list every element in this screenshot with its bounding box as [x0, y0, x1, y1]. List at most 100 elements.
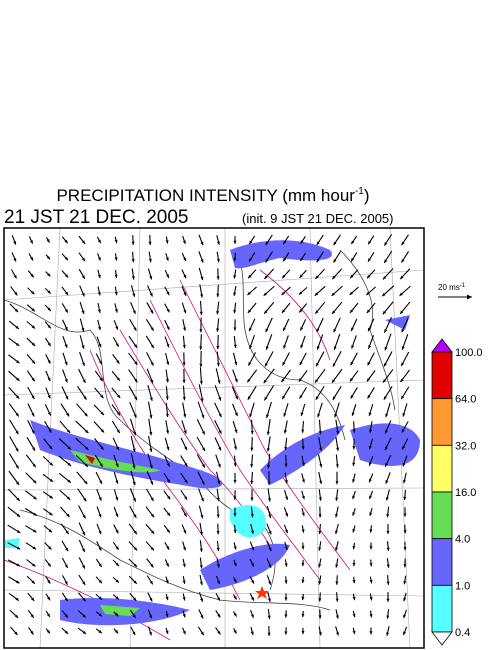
wind-arrow-head — [31, 430, 35, 434]
wind-arrow-head — [183, 513, 187, 517]
wind-arrow-head — [31, 360, 36, 364]
wind-arrow-head — [100, 411, 104, 416]
wind-arrow-head — [352, 512, 356, 516]
wind-arrow-head — [47, 377, 51, 382]
wind-arrow-head — [183, 257, 186, 262]
wind-arrow-head — [149, 448, 153, 452]
wind-arrow-head — [148, 258, 152, 263]
wind-arrow-head — [150, 563, 154, 568]
wind-arrow-head — [216, 580, 220, 585]
wind-arrow-head — [183, 327, 187, 331]
wind-arrow-head — [235, 395, 238, 400]
wind-arrow-head — [403, 564, 407, 568]
wind-arrow-head — [149, 415, 153, 419]
wind-arrow-head — [282, 361, 286, 366]
wind-arrow-head — [99, 377, 103, 382]
wind-arrow-head — [116, 429, 120, 434]
lat-line — [3, 487, 425, 491]
wind-arrow-head — [366, 291, 370, 296]
wind-arrow-head — [216, 345, 220, 350]
wind-arrow-head — [264, 310, 268, 314]
wind-arrow-head — [284, 597, 288, 601]
wind-arrow-head — [352, 446, 356, 450]
wind-arrow-head — [300, 257, 304, 262]
wind-arrow-head — [402, 445, 406, 450]
title-text: PRECIPITATION INTENSITY (mm hour — [56, 186, 355, 205]
wind-arrow-head — [217, 463, 221, 468]
wind-arrow-head — [234, 429, 238, 433]
precip-area — [100, 605, 140, 616]
wind-arrow-head — [49, 462, 53, 466]
wind-arrow-head — [319, 480, 323, 485]
wind-arrow-head — [148, 241, 152, 245]
wind-arrow-head — [98, 547, 102, 551]
wind-arrow-head — [15, 430, 19, 435]
wind-arrow-head — [335, 615, 339, 619]
wind-arrow-head — [166, 463, 170, 467]
precip-area — [200, 543, 290, 590]
location-star — [255, 586, 269, 599]
wind-arrow-head — [301, 596, 305, 601]
wind-arrow-head — [46, 630, 50, 634]
wind-arrow-head — [166, 274, 169, 278]
wind-arrow-head — [132, 631, 136, 636]
wind-arrow-head — [166, 529, 170, 533]
wind-arrow-head — [234, 378, 238, 383]
wind-arrow-head — [315, 310, 319, 314]
wind-arrow-head — [401, 259, 405, 263]
wind-arrow-head — [285, 496, 289, 500]
wind-arrow-head — [47, 342, 51, 347]
wind-arrow-head — [386, 564, 390, 568]
wind-arrow-head — [66, 429, 71, 434]
wind-arrow-head — [81, 548, 85, 553]
wind-arrow-head — [316, 258, 320, 263]
wind-arrow-head — [335, 481, 339, 485]
wind-arrow-head — [316, 241, 320, 245]
wind-arrow-head — [132, 293, 136, 297]
wind-arrow-head — [247, 378, 251, 383]
wind-arrow-head — [335, 564, 339, 568]
wind-arrow-head — [282, 395, 286, 400]
wind-arrow-head — [165, 413, 169, 418]
wind-arrow-head — [233, 327, 237, 331]
wind-arrow-head — [81, 310, 85, 314]
reference-vector: 20 ms-1 — [438, 283, 472, 300]
wind-arrow-head — [82, 565, 85, 569]
wind-arrow-head — [267, 498, 271, 502]
wind-arrow-head — [283, 327, 286, 332]
wind-arrow-head — [182, 546, 186, 551]
wind-arrow-head — [200, 294, 204, 298]
wind-arrow-head — [31, 308, 35, 312]
wind-arrow-head — [386, 632, 390, 636]
wind-arrow-head — [369, 580, 373, 584]
wind-arrow-head — [150, 310, 154, 314]
wind-arrow-head — [268, 564, 272, 568]
wind-arrow-head — [115, 326, 119, 330]
wind-arrow-head — [150, 481, 154, 485]
wind-arrow-head — [67, 462, 72, 466]
wind-arrow-head — [352, 630, 356, 635]
wind-arrow-head — [301, 630, 305, 635]
wind-arrow-head — [97, 292, 101, 296]
wind-arrow-head — [98, 596, 103, 600]
wind-arrow-head — [368, 412, 372, 416]
wind-arrow-head — [201, 431, 205, 435]
wind-arrow-head — [182, 379, 186, 383]
wind-arrow-head — [284, 463, 288, 467]
wind-arrow-head — [218, 397, 222, 401]
wind-arrow-head — [167, 479, 170, 483]
wind-arrow-head — [47, 580, 51, 584]
wind-arrow-head — [284, 563, 288, 567]
wind-arrow-head — [400, 310, 404, 314]
wind-arrow-head — [83, 396, 87, 400]
wind-arrow-head — [98, 630, 102, 634]
wind-arrow-head — [216, 497, 220, 502]
wind-arrow-head — [115, 497, 119, 501]
wind-arrow-head — [250, 480, 254, 485]
wind-arrow-head — [299, 274, 303, 278]
wind-arrow-head — [115, 463, 119, 468]
wind-arrow-head — [318, 632, 322, 636]
wind-arrow-head — [263, 292, 268, 296]
wind-arrow-head — [13, 275, 17, 279]
wind-arrow-head — [284, 631, 288, 635]
